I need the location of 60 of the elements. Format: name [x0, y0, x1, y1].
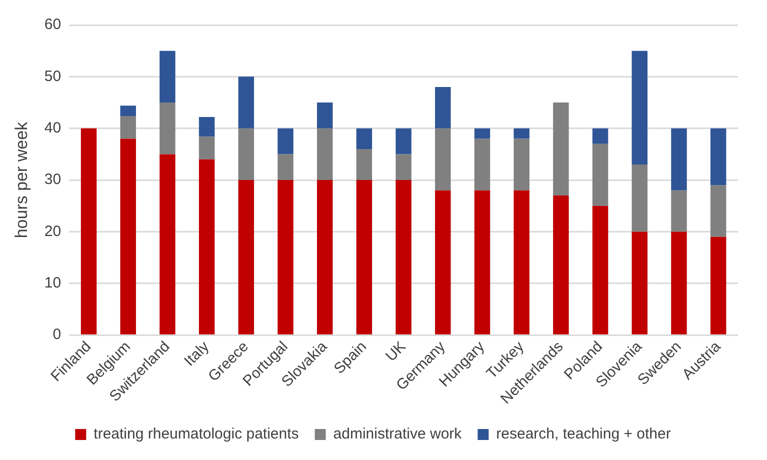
y-tick-label: 0	[52, 326, 62, 344]
y-axis-title: hours per week	[12, 121, 31, 238]
bar	[396, 180, 412, 334]
bar	[356, 128, 372, 150]
bar	[238, 76, 254, 128]
bar	[592, 144, 608, 206]
legend-label: research, teaching + other	[496, 426, 671, 443]
bar	[198, 136, 215, 160]
bar	[553, 102, 569, 196]
y-tick-label: 20	[44, 222, 62, 240]
bar	[160, 50, 176, 103]
bar	[710, 236, 726, 334]
bar	[396, 154, 412, 180]
bar	[396, 128, 412, 154]
y-tick-label: 10	[44, 274, 62, 292]
bar	[120, 106, 136, 116]
bar	[435, 87, 451, 128]
x-tick-label: Italy	[181, 338, 213, 370]
bar	[514, 190, 530, 334]
y-tick-label: 30	[44, 171, 62, 188]
bar	[435, 190, 451, 334]
bar	[592, 206, 608, 334]
bar	[592, 128, 608, 144]
bar	[278, 128, 294, 154]
bar	[278, 154, 294, 180]
y-tick-label: 50	[44, 68, 62, 85]
bar	[671, 190, 687, 232]
bar	[238, 128, 254, 180]
bar	[120, 138, 136, 334]
bar	[474, 128, 490, 139]
bar	[632, 232, 648, 334]
legend-label: administrative work	[333, 426, 462, 443]
legend-label: treating rheumatologic patients	[94, 426, 299, 443]
bar	[198, 116, 215, 137]
bar	[278, 180, 294, 334]
y-tick-label: 60	[44, 16, 62, 34]
bar	[316, 128, 333, 180]
bar	[160, 102, 176, 154]
bar	[316, 102, 333, 128]
bar	[120, 116, 136, 139]
bar	[356, 149, 372, 180]
bar	[671, 128, 687, 190]
bar	[356, 180, 372, 334]
bar	[238, 180, 254, 334]
bar	[710, 128, 726, 186]
y-tick-label: 40	[44, 120, 62, 136]
bar	[474, 190, 490, 334]
bar	[80, 128, 97, 334]
bar	[198, 159, 215, 334]
bar	[514, 138, 530, 190]
bar	[474, 138, 490, 190]
bar	[160, 154, 176, 334]
bar	[710, 185, 726, 237]
bar	[553, 196, 569, 334]
bar	[632, 50, 648, 165]
bar	[435, 128, 451, 190]
bar	[316, 180, 333, 334]
bar	[671, 232, 687, 334]
bar	[514, 128, 530, 139]
bar	[632, 164, 648, 232]
